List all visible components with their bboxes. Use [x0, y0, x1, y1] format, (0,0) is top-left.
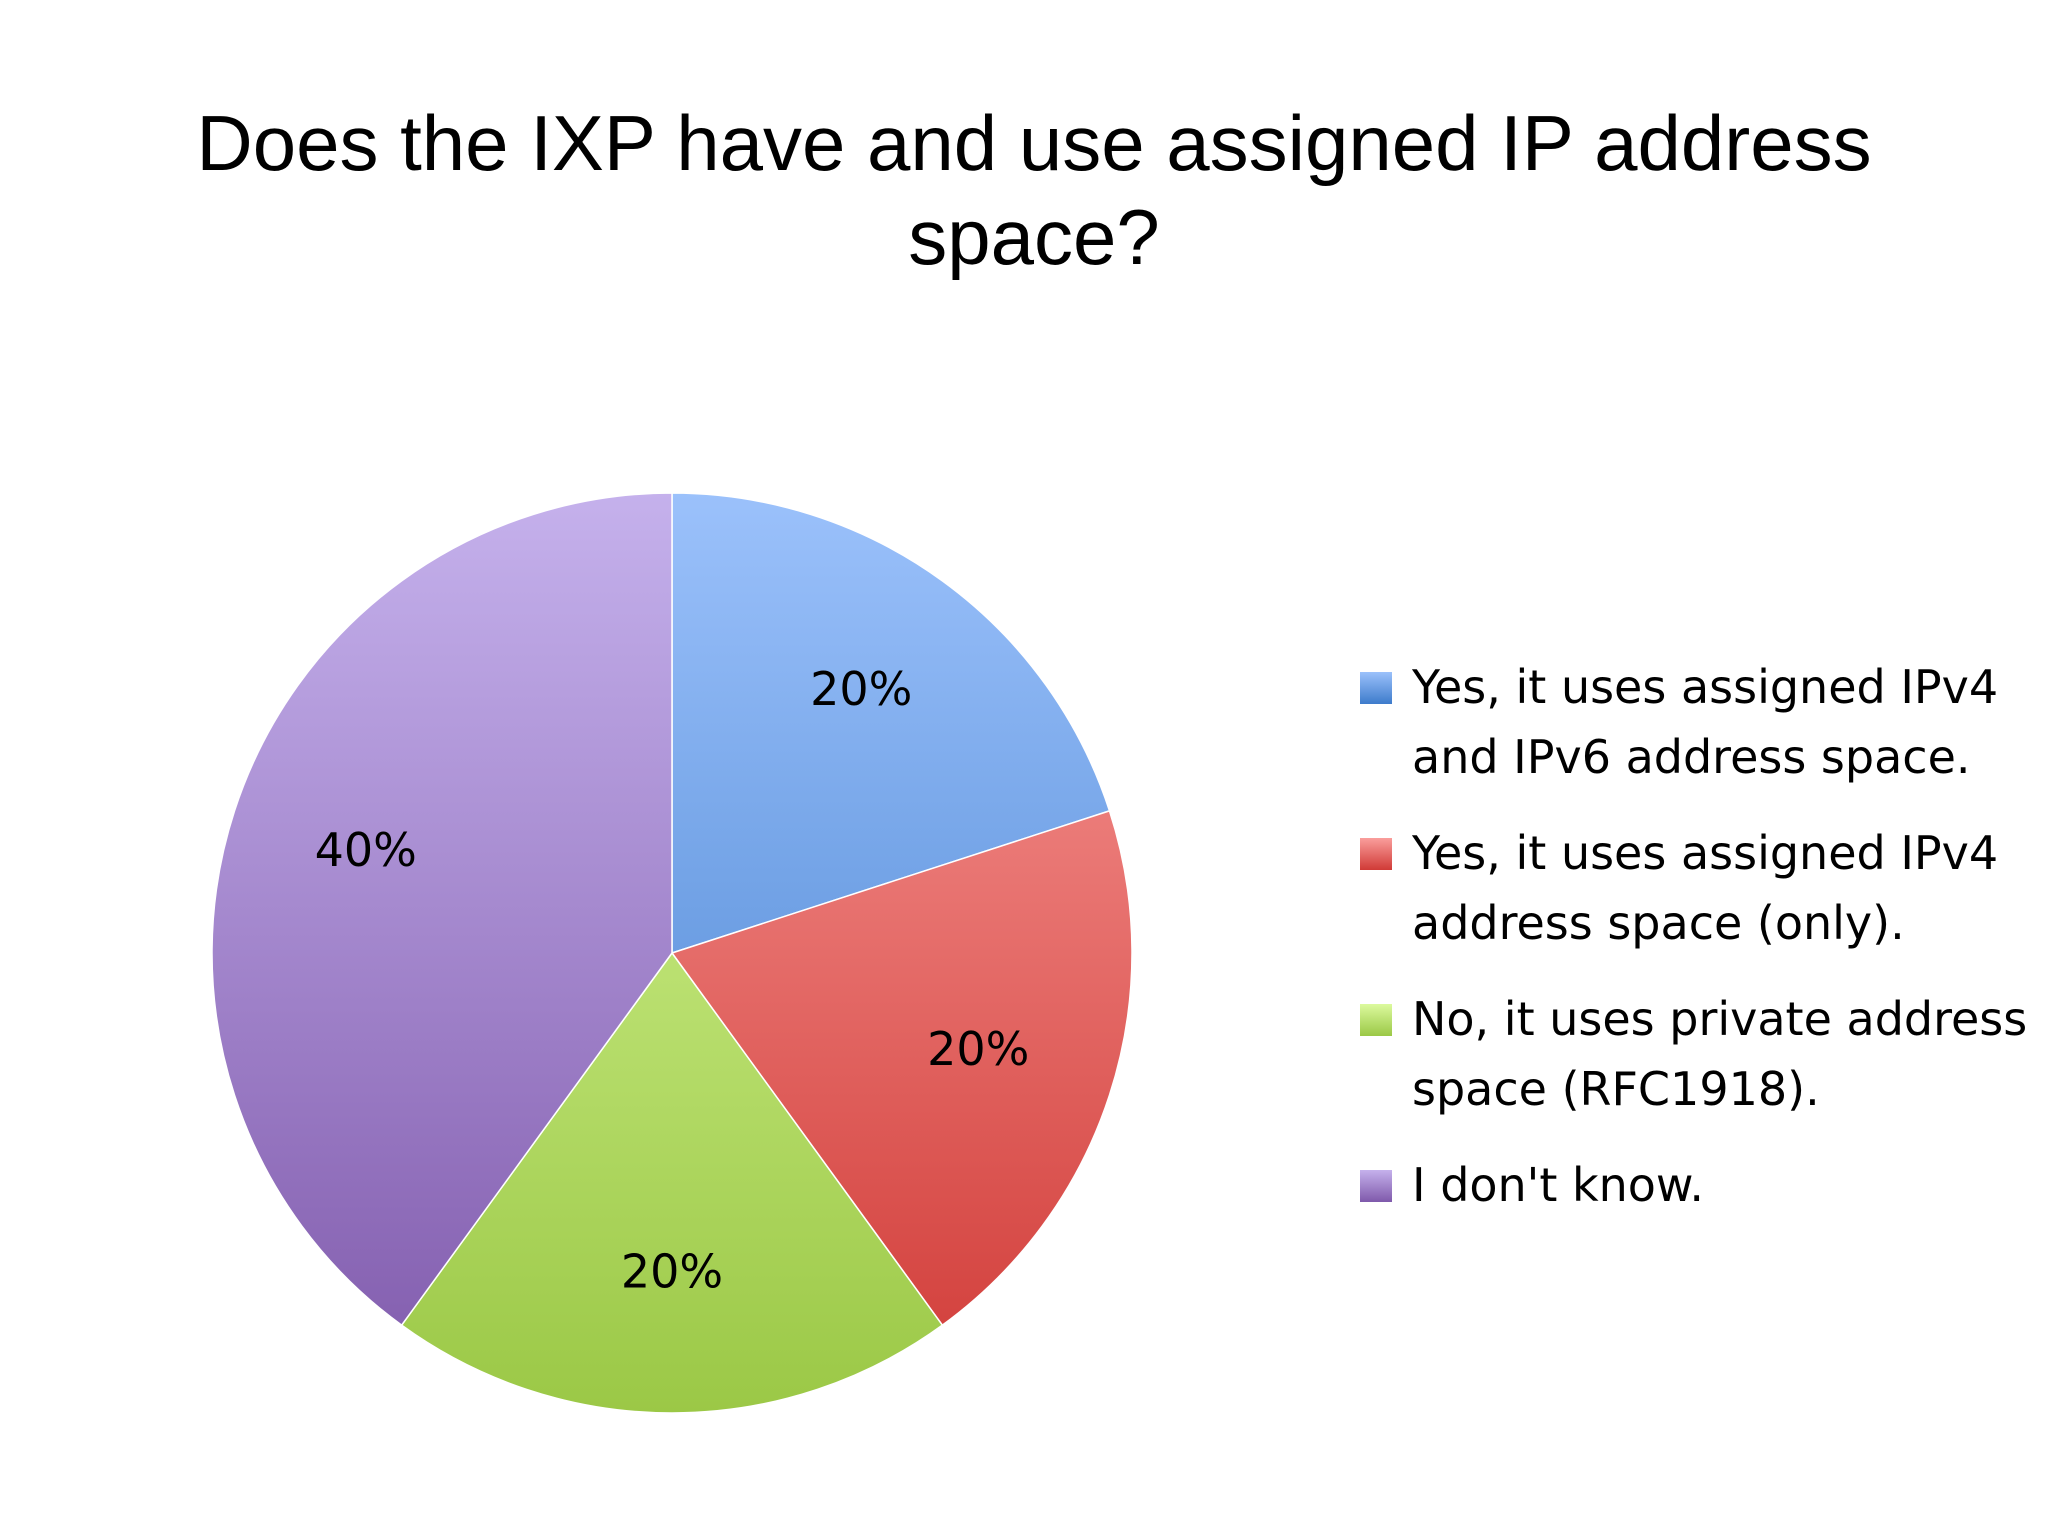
pie-slice-2 [670, 809, 1133, 1327]
pie-data-label-1: 20% [810, 662, 912, 716]
legend: Yes, it uses assigned IPv4 and IPv6 addr… [1360, 652, 2040, 1246]
legend-swatch [1360, 672, 1392, 704]
legend-label: Yes, it uses assigned IPv4 and IPv6 addr… [1412, 660, 1999, 784]
pie-slice-1 [671, 492, 1111, 955]
pie-slice-3 [400, 951, 944, 1414]
pie-slices [211, 492, 1133, 1414]
legend-swatch [1360, 1004, 1392, 1036]
legend-label: No, it uses private address space (RFC19… [1412, 992, 2028, 1116]
legend-item: Yes, it uses assigned IPv4 and IPv6 addr… [1360, 652, 2040, 792]
legend-swatch [1360, 838, 1392, 870]
pie-data-label-2: 20% [927, 1022, 1029, 1076]
pie-slice-4 [211, 492, 673, 1327]
legend-label: I don't know. [1412, 1158, 1704, 1212]
pie-data-labels: 20% 20% 20% 40% [315, 662, 1030, 1299]
pie-data-label-4: 40% [315, 823, 417, 877]
legend-swatch [1360, 1170, 1392, 1202]
legend-item: Yes, it uses assigned IPv4 address space… [1360, 818, 2040, 958]
chart-title: Does the IXP have and use assigned IP ad… [196, 99, 1872, 281]
pie-data-label-3: 20% [621, 1245, 723, 1299]
legend-item: No, it uses private address space (RFC19… [1360, 984, 2040, 1124]
legend-item: I don't know. [1360, 1150, 2040, 1220]
legend-label: Yes, it uses assigned IPv4 address space… [1412, 826, 1999, 950]
